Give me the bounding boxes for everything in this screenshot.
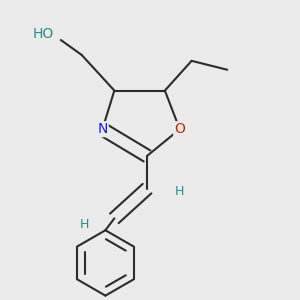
Text: HO: HO [32, 27, 54, 41]
Text: N: N [97, 122, 108, 136]
Text: O: O [174, 122, 185, 136]
Text: H: H [175, 185, 184, 198]
Text: H: H [80, 218, 89, 231]
